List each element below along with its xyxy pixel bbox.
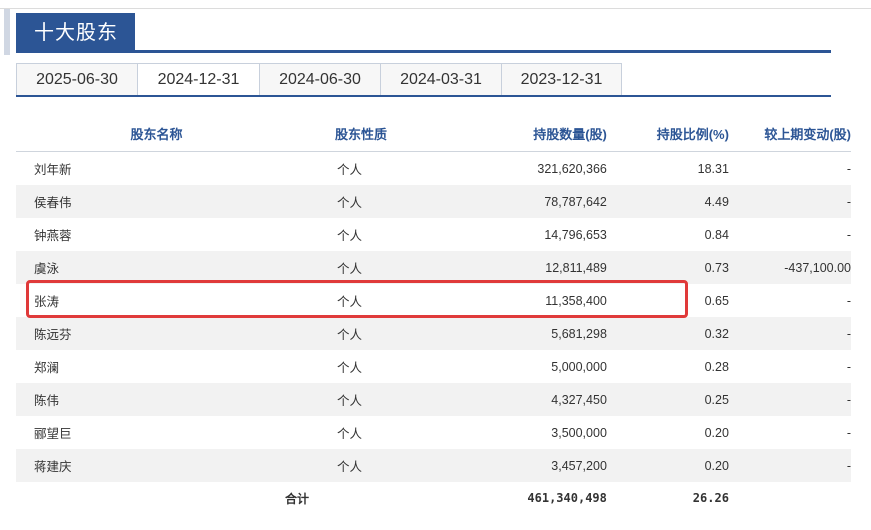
holder-type: 个人 xyxy=(317,185,465,218)
header-share-ratio: 持股比例(%) xyxy=(606,116,729,152)
total-label: 合计 xyxy=(285,491,310,506)
table-row: 钟燕蓉 个人 14,796,653 0.84 - xyxy=(16,218,851,251)
share-ratio: 0.28 xyxy=(704,359,729,374)
holder-name: 蒋建庆 xyxy=(16,449,318,482)
share-change: - xyxy=(846,227,851,242)
title-underline xyxy=(16,50,831,53)
tab-2025-06-30[interactable]: 2025-06-30 xyxy=(16,63,137,96)
share-qty: 3,500,000 xyxy=(551,425,607,440)
table-row-highlighted: 张涛 个人 11,358,400 0.65 - xyxy=(16,284,851,317)
holder-type: 个人 xyxy=(337,361,363,375)
holder-name: 陈远芬 xyxy=(16,317,318,350)
holder-type: 个人 xyxy=(337,229,363,243)
holder-name: 钟燕蓉 xyxy=(34,229,72,243)
holder-type: 个人 xyxy=(337,163,363,177)
header-change: 较上期变动(股) xyxy=(728,116,851,152)
date-tabs: 2025-06-30 2024-12-31 2024-06-30 2024-03… xyxy=(16,63,622,96)
header-holder-type: 股东性质 xyxy=(317,116,465,152)
total-ratio: 26.26 xyxy=(692,491,729,505)
holder-name: 侯春伟 xyxy=(16,185,318,218)
share-ratio: 0.84 xyxy=(704,227,729,242)
holder-type: 个人 xyxy=(317,449,465,482)
share-change: - xyxy=(846,161,851,176)
share-change: - xyxy=(728,317,851,350)
share-ratio: 0.65 xyxy=(704,293,729,308)
table-row: 郦望巨 个人 3,500,000 0.20 - xyxy=(16,416,851,449)
share-change: - xyxy=(728,449,851,482)
tab-2023-12-31[interactable]: 2023-12-31 xyxy=(501,63,622,96)
holder-type: 个人 xyxy=(317,317,465,350)
share-change: - xyxy=(846,293,851,308)
table-header-row: 股东名称 股东性质 持股数量(股) 持股比例(%) 较上期变动(股) xyxy=(16,116,851,152)
share-ratio: 18.31 xyxy=(697,161,729,176)
share-change: - xyxy=(728,383,851,416)
table-row: 蒋建庆 个人 3,457,200 0.20 - xyxy=(16,449,851,482)
share-ratio: 0.20 xyxy=(704,425,729,440)
tab-2024-06-30[interactable]: 2024-06-30 xyxy=(259,63,380,96)
holder-type: 个人 xyxy=(317,383,465,416)
holder-name: 郑澜 xyxy=(34,361,60,375)
share-ratio: 0.73 xyxy=(606,251,729,284)
tab-2024-03-31[interactable]: 2024-03-31 xyxy=(380,63,501,96)
share-qty: 14,796,653 xyxy=(544,227,607,242)
holder-name: 郦望巨 xyxy=(34,427,72,441)
table-row: 郑澜 个人 5,000,000 0.28 - xyxy=(16,350,851,383)
share-qty: 4,327,450 xyxy=(464,383,607,416)
share-ratio: 0.25 xyxy=(606,383,729,416)
total-row: 合计 461,340,498 26.26 xyxy=(16,482,851,514)
share-qty: 5,000,000 xyxy=(551,359,607,374)
table-row: 虞泳 个人 12,811,489 0.73 -437,100.00 xyxy=(16,251,851,284)
share-change: - xyxy=(846,425,851,440)
left-accent-bar xyxy=(4,9,10,55)
section-title: 十大股东 xyxy=(16,13,135,51)
share-qty: 3,457,200 xyxy=(464,449,607,482)
share-qty: 11,358,400 xyxy=(545,293,607,308)
share-ratio: 0.32 xyxy=(606,317,729,350)
total-qty: 461,340,498 xyxy=(527,491,607,505)
holder-name: 张涛 xyxy=(34,295,60,309)
share-ratio: 0.20 xyxy=(606,449,729,482)
share-qty: 321,620,366 xyxy=(537,161,607,176)
holder-name: 刘年新 xyxy=(34,163,72,177)
holder-name: 陈伟 xyxy=(16,383,318,416)
tabs-underline xyxy=(16,95,831,97)
holder-name: 虞泳 xyxy=(16,251,318,284)
share-change: -437,100.00 xyxy=(728,251,851,284)
table-row: 侯春伟 个人 78,787,642 4.49 - xyxy=(16,185,851,218)
share-qty: 5,681,298 xyxy=(464,317,607,350)
table-row: 陈伟 个人 4,327,450 0.25 - xyxy=(16,383,851,416)
header-share-qty: 持股数量(股) xyxy=(464,116,607,152)
tab-2024-12-31[interactable]: 2024-12-31 xyxy=(137,63,259,96)
share-ratio: 4.49 xyxy=(606,185,729,218)
share-qty: 78,787,642 xyxy=(464,185,607,218)
holder-type: 个人 xyxy=(337,427,363,441)
table-row: 陈远芬 个人 5,681,298 0.32 - xyxy=(16,317,851,350)
table-row: 刘年新 个人 321,620,366 18.31 - xyxy=(16,152,851,186)
share-change: - xyxy=(846,359,851,374)
holder-type: 个人 xyxy=(337,295,363,309)
holder-type: 个人 xyxy=(317,251,465,284)
shareholders-table: 股东名称 股东性质 持股数量(股) 持股比例(%) 较上期变动(股) 刘年新 个… xyxy=(16,116,851,514)
header-holder-name: 股东名称 xyxy=(16,116,318,152)
share-change: - xyxy=(728,185,851,218)
top-divider xyxy=(0,8,871,9)
share-qty: 12,811,489 xyxy=(464,251,607,284)
